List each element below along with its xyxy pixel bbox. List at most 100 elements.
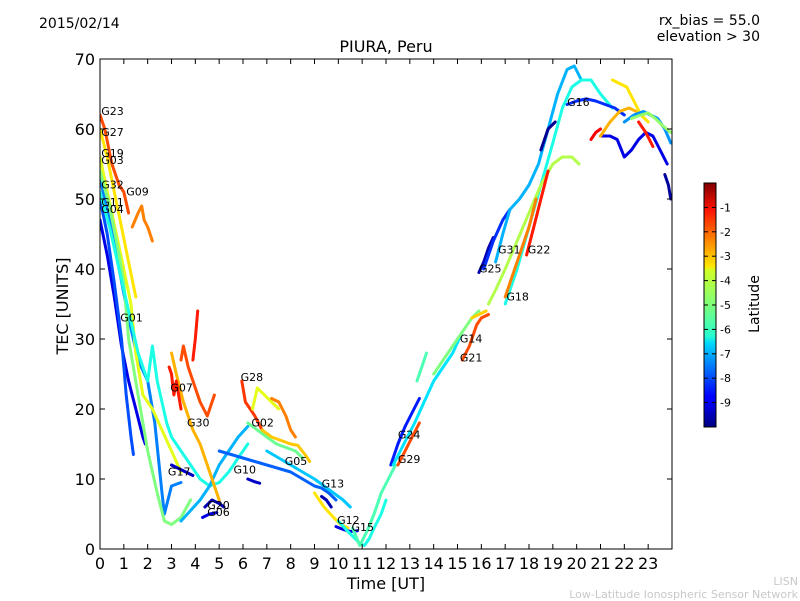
tec-track [391,330,464,467]
tec-track [470,309,488,320]
satellite-label: G31 [498,244,521,257]
tec-track [191,309,200,362]
y-axis-label: TEC [UNITS] [53,257,72,355]
colorbar-tick-label: -6 [720,323,731,336]
tec-track [246,421,305,460]
satellite-label: G15 [351,521,374,534]
tec-track [130,204,154,243]
y-tick-label: 50 [75,190,95,209]
tec-track [589,127,602,141]
x-tick-label: 12 [376,554,396,573]
tec-track [565,97,626,117]
satellite-label: G29 [398,453,421,466]
tec-track [260,428,312,463]
tec-track [482,208,512,271]
x-axis: 0 1 2 3 4 5 6 7 8 9 10 11 12 13 14 15 16 17 18 19 20 21 22 23 [95,59,658,573]
tec-track [179,425,250,523]
x-tick-label: 11 [352,554,372,573]
x-tick-label: 5 [214,554,224,573]
y-tick-label: 20 [75,400,95,419]
x-tick-label: 22 [614,554,634,573]
satellite-label: G13 [322,477,345,490]
tec-track [389,397,421,467]
satellite-label: G11 [101,196,124,209]
colorbar-tick-label: -3 [720,250,731,263]
x-tick-label: 18 [519,554,539,573]
x-tick-label: 1 [119,554,129,573]
satellite-label: G23 [101,105,124,118]
tec-track [351,463,397,547]
tec-track [100,190,250,488]
x-axis-label: Time [UT] [346,574,426,593]
tec-track [525,169,550,257]
colorbar-label: Latitude [747,275,763,333]
satellite-label: G07 [170,382,193,395]
colorbar-tick-label: -8 [720,372,731,385]
x-tick-label: 4 [190,554,200,573]
date-label: 2015/02/14 [39,16,120,32]
colorbar-tick-label: -1 [720,201,731,214]
tec-track [494,64,583,264]
tec-track [265,449,352,509]
tec-track [396,421,421,467]
tec-track [179,344,216,418]
x-tick-label: 15 [447,554,467,573]
satellite-label: G24 [398,428,421,441]
x-tick-label: 16 [471,554,491,573]
x-tick-label: 9 [309,554,319,573]
satellite-label: G10 [233,463,256,476]
elevation-label: elevation > 30 [656,29,760,45]
x-tick-label: 8 [286,554,296,573]
tec-track [336,498,388,547]
y-axis: 0 10 20 30 40 50 60 70 [75,50,672,559]
x-tick-label: 21 [590,554,610,573]
x-tick-label: 17 [495,554,515,573]
satellite-label: G21 [460,351,483,364]
tec-track [663,173,672,201]
x-tick-label: 10 [328,554,348,573]
lisn-credit: LISN [773,575,798,588]
tec-track [539,120,557,152]
colorbar-tick-label: -5 [720,299,731,312]
x-tick-label: 19 [543,554,563,573]
tec-track [503,78,614,306]
x-tick-label: 23 [638,554,658,573]
tec-track [599,106,645,138]
tec-track [100,169,193,526]
satellite-label: G06 [207,506,230,519]
x-tick-label: 2 [143,554,153,573]
x-tick-label: 7 [262,554,272,573]
satellite-label: G02 [251,417,274,430]
tec-track [599,131,669,166]
lisn-credit-full: Low-Latitude Ionospheric Sensor Network [569,588,798,601]
y-tick-label: 10 [75,470,95,489]
tec-track [100,127,138,299]
satellite-label-layer: G23G27G19G03G32G09G11G04G01G07G30G17G20G… [101,96,589,534]
x-tick-label: 3 [166,554,176,573]
x-tick-label: 6 [238,554,248,573]
x-tick-label: 14 [423,554,443,573]
chart-title: PIURA, Peru [339,37,433,56]
y-tick-label: 40 [75,260,95,279]
tec-track [170,351,221,502]
tec-track [637,120,655,148]
tec-track [203,498,226,509]
colorbar-ticks: -9 -8 -7 -6 -5 -4 -3 -2 -1 [704,201,731,410]
satellite-label: G22 [528,244,551,257]
y-tick-label: 0 [85,540,95,559]
y-tick-label: 60 [75,120,95,139]
x-tick-label: 20 [566,554,586,573]
tec-track [460,313,490,362]
satellite-label: G20 [207,499,230,512]
satellite-label: G17 [168,466,191,479]
satellite-label: G27 [101,126,124,139]
track-layer [100,64,672,547]
tec-track [320,495,333,509]
satellite-label: G28 [241,371,264,384]
tec-track [100,197,135,456]
tec-track [630,111,672,134]
x-tick-label: 0 [95,554,105,573]
satellite-label: G16 [567,96,590,109]
y-tick-label: 70 [75,50,95,69]
